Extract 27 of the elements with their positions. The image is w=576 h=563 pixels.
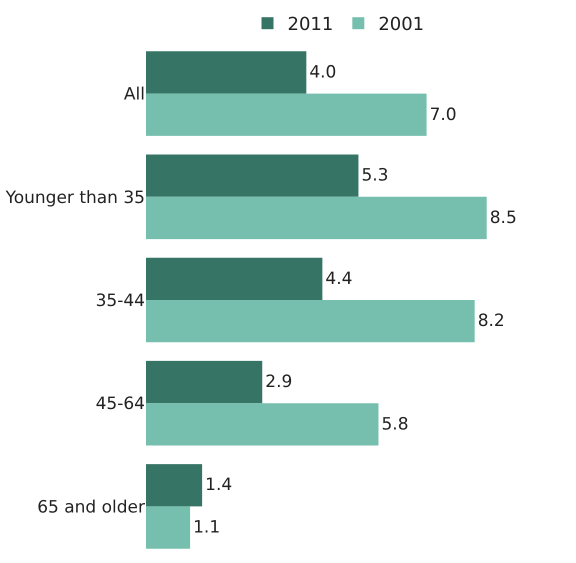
data-label: 5.8 xyxy=(381,414,409,434)
data-label: 2.9 xyxy=(265,372,292,392)
data-label: 1.1 xyxy=(193,518,220,538)
data-label: 8.5 xyxy=(490,208,517,228)
bar xyxy=(146,196,487,240)
y-tick-label: 35-44 xyxy=(96,290,145,311)
legend-label: 2011 xyxy=(288,14,334,36)
data-label: 7.0 xyxy=(430,104,457,125)
y-tick-label: All xyxy=(124,84,145,105)
data-label: 5.3 xyxy=(361,166,388,186)
bar xyxy=(146,51,306,94)
bar xyxy=(146,506,190,549)
bar xyxy=(146,360,262,404)
bar xyxy=(146,258,322,300)
bar xyxy=(146,464,202,506)
bar xyxy=(146,154,358,197)
legend-label: 2001 xyxy=(378,14,424,36)
data-label: 8.2 xyxy=(478,311,505,332)
data-label: 4.0 xyxy=(309,62,336,82)
data-label: 1.4 xyxy=(205,475,232,496)
data-label: 4.4 xyxy=(325,268,352,289)
y-tick-label: Younger than 35 xyxy=(4,188,145,208)
y-tick-label: 45-64 xyxy=(96,394,145,414)
bar xyxy=(146,403,378,446)
bar xyxy=(146,300,475,342)
bar xyxy=(146,94,427,136)
y-tick-label: 65 and older xyxy=(37,497,145,518)
